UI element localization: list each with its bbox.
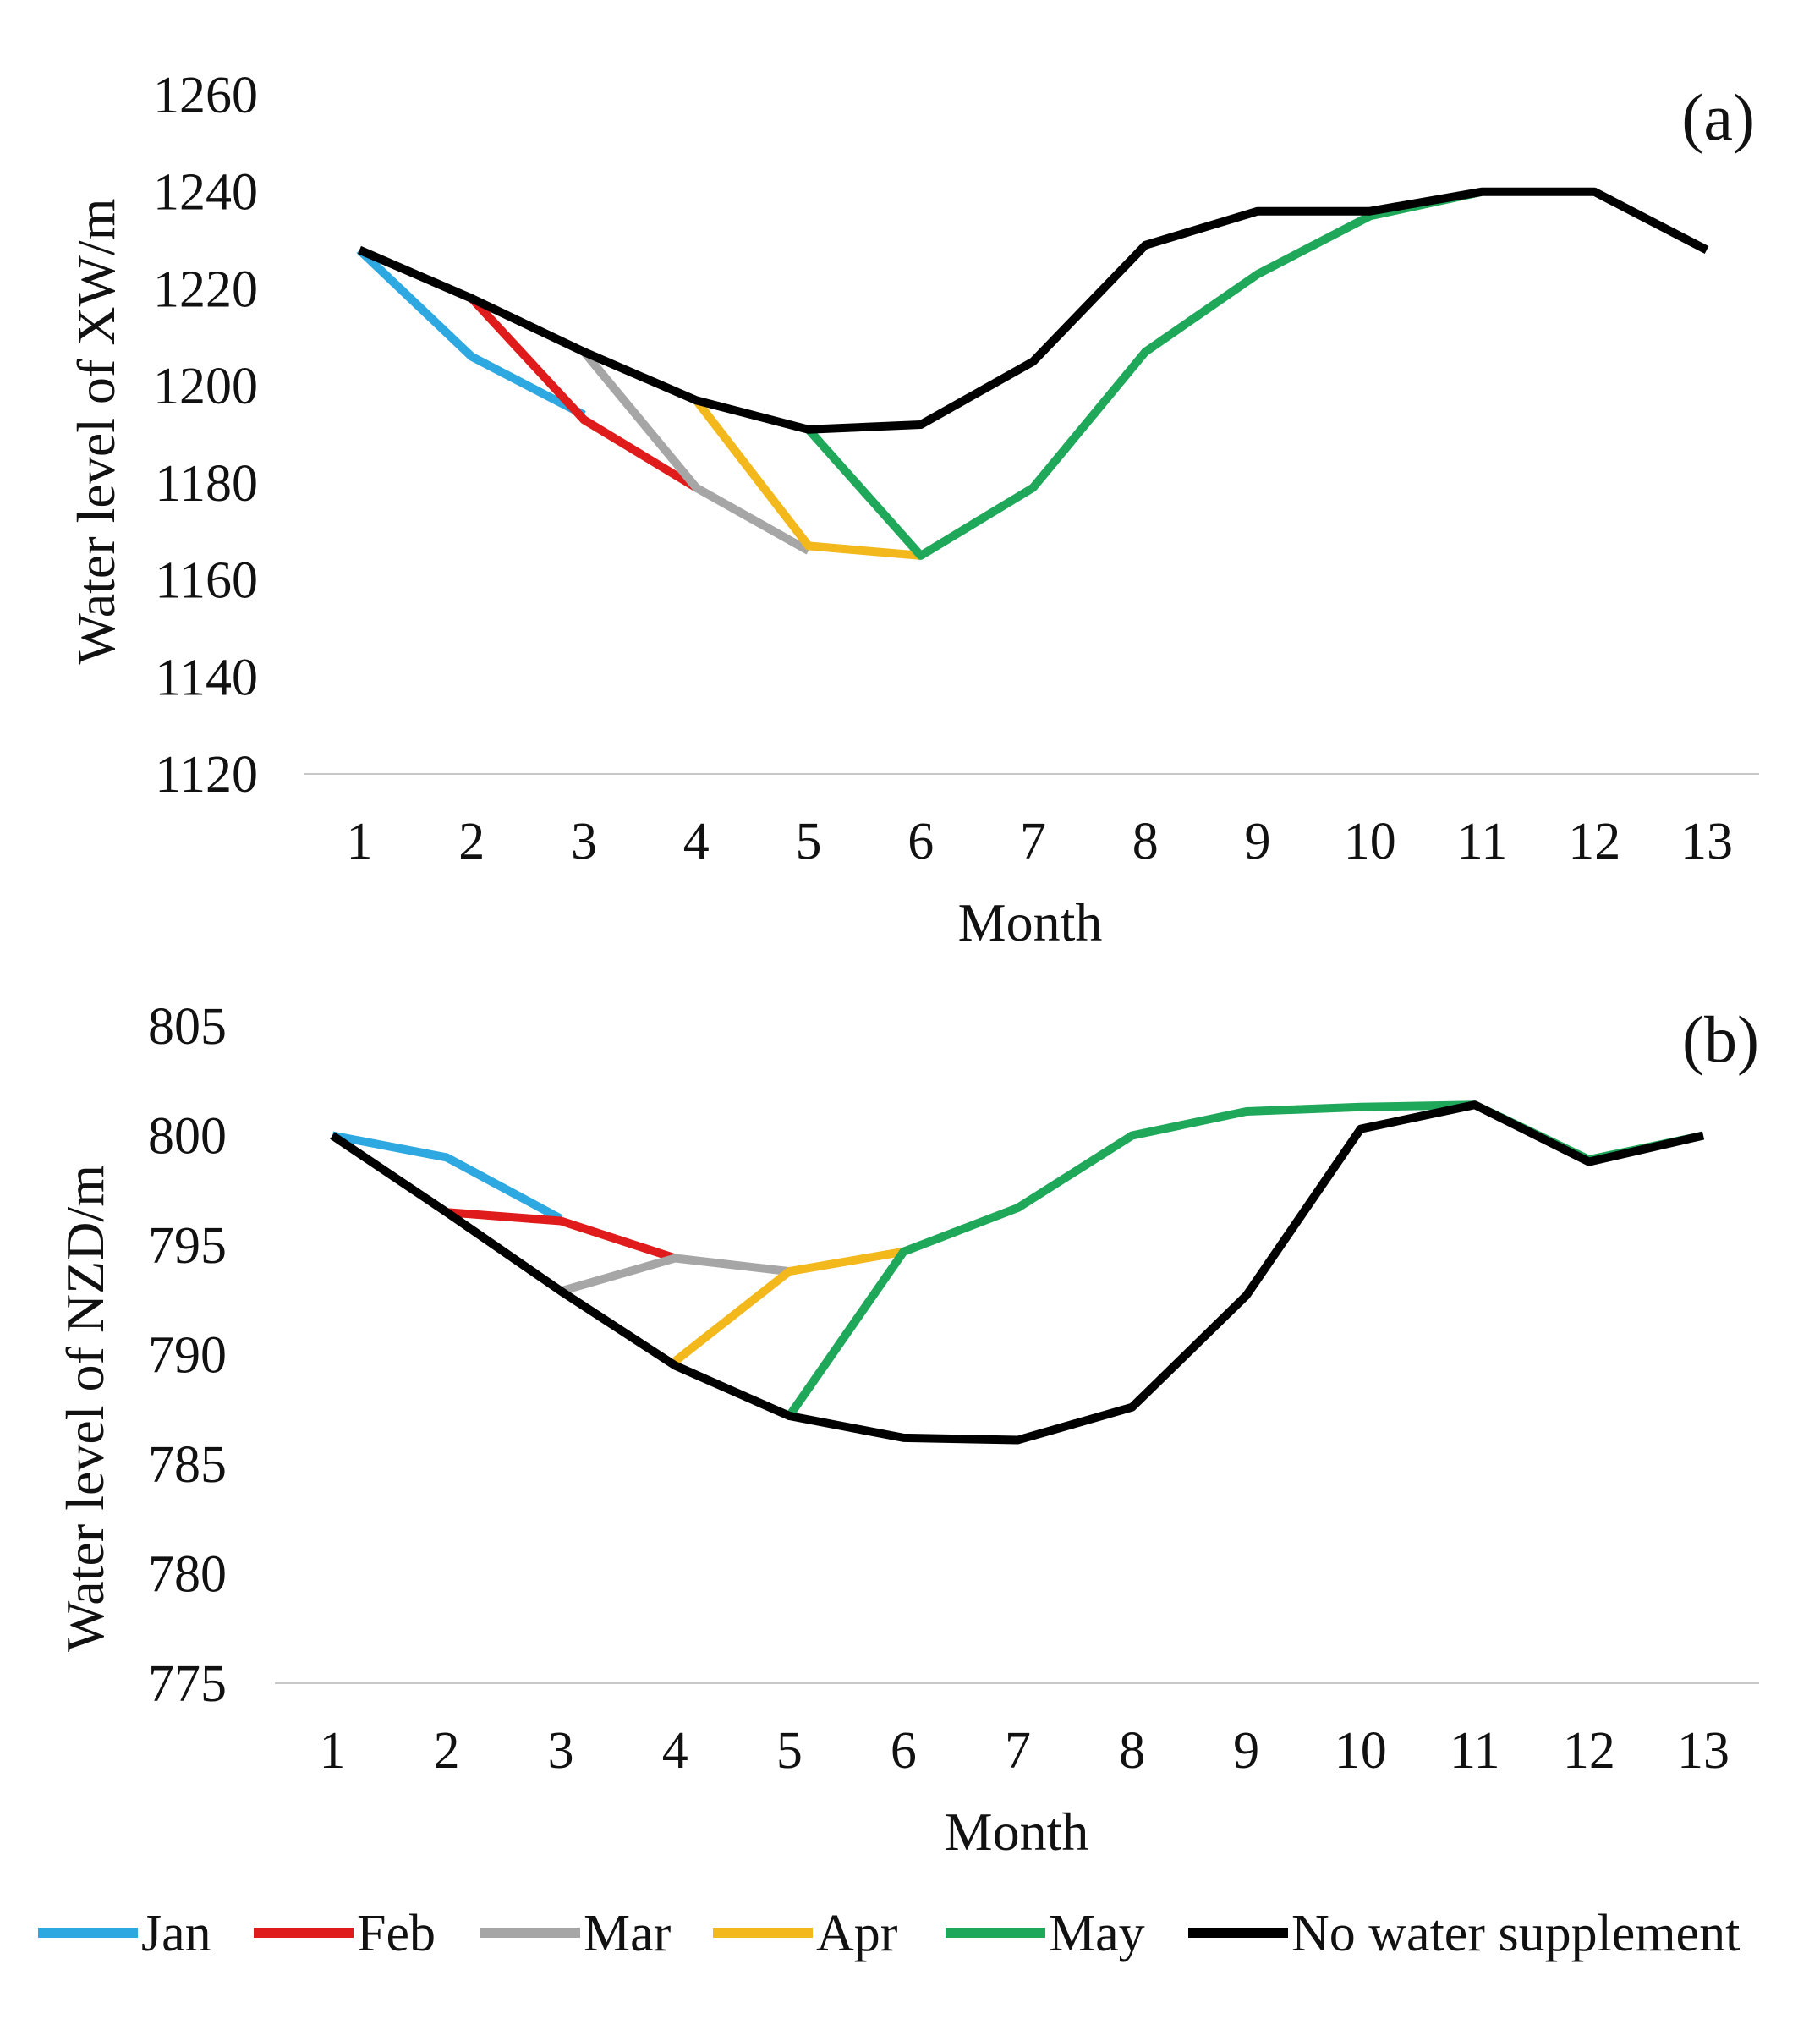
- y-tick-label: 795: [148, 1217, 227, 1275]
- x-tick-label: 13: [1680, 813, 1733, 870]
- x-tick-label: 8: [1132, 813, 1159, 870]
- legend-label: Feb: [357, 1905, 436, 1962]
- panel-label: (b): [1682, 1002, 1759, 1076]
- y-tick-label: 1140: [155, 649, 258, 706]
- x-tick-label: 1: [347, 813, 373, 870]
- y-tick-label: 1260: [153, 67, 258, 124]
- y-tick-label: 1120: [155, 746, 258, 804]
- x-tick-label: 3: [571, 813, 597, 870]
- x-tick-label: 12: [1568, 813, 1620, 870]
- x-tick-label: 1: [320, 1722, 346, 1780]
- x-tick-label: 5: [776, 1722, 803, 1780]
- x-tick-label: 4: [662, 1722, 688, 1780]
- x-tick-label: 11: [1457, 813, 1508, 870]
- y-tick-label: 805: [148, 998, 227, 1056]
- legend-item-jan: Jan: [38, 1905, 211, 1962]
- x-tick-label: 6: [907, 813, 934, 870]
- series-line-no-water-supplement: [358, 187, 1709, 434]
- x-tick-labels: 1 2 3 4 5 6 7 8 9 10 11 12 13: [347, 813, 1734, 870]
- x-tick-label: 8: [1119, 1722, 1145, 1780]
- x-tick-label: 2: [434, 1722, 460, 1780]
- y-tick-label: 1160: [155, 552, 258, 610]
- x-tick-label: 12: [1563, 1722, 1615, 1780]
- y-tick-label: 800: [148, 1108, 227, 1166]
- y-tick-label: 1180: [155, 455, 258, 513]
- series-lines: [356, 187, 1709, 560]
- legend-label: May: [1049, 1905, 1145, 1962]
- x-tick-label: 3: [548, 1722, 574, 1780]
- y-axis-title: Water level of XW/m: [66, 198, 126, 664]
- y-tick-labels: 775 780 785 790 795 800 805: [148, 998, 227, 1713]
- y-tick-label: 1220: [153, 261, 258, 318]
- legend: Jan Feb Mar Apr May No water supplement: [38, 1905, 1740, 1962]
- y-tick-label: 790: [148, 1327, 227, 1385]
- series-line-jan: [356, 246, 586, 420]
- x-tick-label: 4: [683, 813, 710, 870]
- y-tick-labels: 1120 1140 1160 1180 1200 1220 1240 1260: [153, 67, 258, 804]
- x-tick-label: 9: [1245, 813, 1271, 870]
- legend-label: Mar: [584, 1905, 672, 1962]
- y-tick-label: 1240: [153, 164, 258, 222]
- x-axis-title: Month: [958, 892, 1103, 952]
- y-tick-label: 1200: [153, 358, 258, 415]
- x-tick-labels: 1 2 3 4 5 6 7 8 9 10 11 12 13: [320, 1722, 1730, 1780]
- series-line-no-water-supplement: [330, 1100, 1705, 1445]
- x-tick-label: 10: [1335, 1722, 1387, 1780]
- y-tick-label: 785: [148, 1436, 227, 1494]
- x-tick-label: 11: [1450, 1722, 1500, 1780]
- series-line-mar: [559, 1254, 790, 1296]
- series-lines: [330, 1100, 1705, 1445]
- series-line-feb: [469, 295, 699, 491]
- legend-item-no-water-supplement: No water supplement: [1188, 1905, 1740, 1962]
- y-tick-label: 780: [148, 1546, 227, 1604]
- legend-label: Apr: [816, 1905, 898, 1962]
- series-line-apr: [672, 1247, 905, 1365]
- series-line-feb: [446, 1208, 677, 1263]
- legend-label: No water supplement: [1291, 1905, 1740, 1962]
- series-line-mar: [580, 348, 811, 555]
- legend-item-may: May: [946, 1905, 1145, 1962]
- series-line-may: [805, 187, 1483, 560]
- legend-label: Jan: [141, 1905, 211, 1962]
- x-axis-title: Month: [945, 1802, 1089, 1862]
- legend-item-mar: Mar: [480, 1905, 672, 1962]
- series-line-apr: [693, 398, 922, 560]
- y-tick-label: 775: [148, 1655, 227, 1713]
- panel-label: (a): [1681, 80, 1755, 154]
- x-tick-label: 2: [458, 813, 485, 870]
- x-tick-label: 7: [1005, 1722, 1031, 1780]
- x-tick-label: 13: [1677, 1722, 1730, 1780]
- x-tick-label: 9: [1233, 1722, 1259, 1780]
- x-tick-label: 7: [1020, 813, 1046, 870]
- y-axis-title: Water level of NZD/m: [55, 1165, 115, 1652]
- legend-item-feb: Feb: [254, 1905, 436, 1962]
- x-tick-label: 5: [796, 813, 822, 870]
- series-line-jan: [332, 1131, 563, 1223]
- x-tick-label: 10: [1344, 813, 1396, 870]
- x-tick-label: 6: [891, 1722, 917, 1780]
- legend-item-apr: Apr: [713, 1905, 898, 1962]
